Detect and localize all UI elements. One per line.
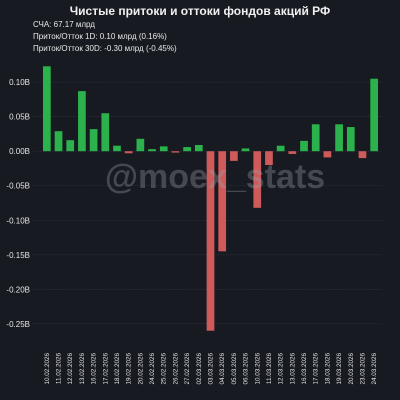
y-tick-label: 0.10B bbox=[9, 78, 30, 87]
bar bbox=[101, 113, 110, 152]
bar bbox=[358, 151, 367, 159]
bar bbox=[159, 146, 168, 152]
bar bbox=[148, 149, 156, 152]
x-tick-label: 13.02.2026 bbox=[79, 353, 86, 385]
y-axis-ticks: 0.10B 0.05B 0.00B -0.05B -0.10B -0.15B -0.20B -… bbox=[6, 78, 30, 329]
x-tick-label: 12.02.2026 bbox=[67, 353, 74, 385]
x-tick-label: 24.03.2026 bbox=[371, 353, 378, 385]
chart-title: Чистые притоки и оттоки фондов акций РФ bbox=[69, 4, 331, 18]
x-tick-label: 18.02.2026 bbox=[114, 353, 121, 385]
bar bbox=[113, 145, 121, 152]
x-tick-label: 26.02.2026 bbox=[172, 353, 179, 385]
bar bbox=[218, 151, 227, 252]
bar bbox=[276, 145, 285, 152]
x-axis-ticks: 10.02.2026 11.02.2026 12.02.2026 13.02.2026… bbox=[44, 353, 378, 385]
bar bbox=[241, 148, 250, 152]
bar bbox=[370, 78, 379, 152]
x-tick-label: 12.03.2026 bbox=[278, 353, 285, 385]
flow-30d-text: Приток/Отток 30D: -0.30 млрд (-0.45%) bbox=[33, 44, 177, 53]
flow-1d-text: Приток/Отток 1D: 0.10 млрд (0.16%) bbox=[33, 32, 167, 41]
x-tick-label: 04.03.2026 bbox=[219, 353, 226, 385]
x-tick-label: 25.02.2026 bbox=[161, 353, 168, 385]
x-tick-label: 10.03.2026 bbox=[254, 353, 261, 385]
x-tick-label: 19.02.2026 bbox=[126, 353, 133, 385]
x-tick-label: 19.03.2026 bbox=[336, 353, 343, 385]
bar bbox=[194, 145, 203, 152]
bar bbox=[253, 151, 262, 208]
bar bbox=[66, 140, 75, 152]
x-tick-label: 27.02.2026 bbox=[184, 353, 191, 385]
bar bbox=[288, 151, 297, 154]
bar bbox=[89, 129, 98, 152]
bar bbox=[42, 66, 51, 152]
y-tick-label: 0.05B bbox=[9, 113, 30, 122]
bar bbox=[136, 138, 145, 152]
x-tick-label: 10.02.2026 bbox=[44, 353, 51, 385]
y-tick-label: -0.20B bbox=[6, 285, 30, 294]
x-tick-label: 17.03.2026 bbox=[313, 353, 320, 385]
x-tick-label: 03.03.2026 bbox=[208, 353, 215, 385]
y-tick-label: -0.05B bbox=[6, 182, 30, 191]
nav-value-text: СЧА: 67.17 млрд bbox=[33, 20, 95, 29]
bar bbox=[171, 151, 180, 153]
bars bbox=[42, 66, 379, 331]
y-tick-label: -0.25B bbox=[6, 320, 30, 329]
bar bbox=[230, 151, 238, 161]
bar bbox=[335, 124, 343, 152]
x-tick-label: 11.02.2026 bbox=[56, 353, 63, 385]
y-tick-label: -0.10B bbox=[6, 216, 30, 225]
x-tick-label: 17.02.2026 bbox=[102, 353, 109, 385]
x-tick-label: 11.03.2026 bbox=[266, 353, 273, 385]
x-tick-label: 13.03.2026 bbox=[289, 353, 296, 385]
bar bbox=[78, 91, 86, 152]
x-tick-label: 20.02.2026 bbox=[137, 353, 144, 385]
bar bbox=[300, 140, 308, 152]
x-tick-label: 02.03.2026 bbox=[196, 353, 203, 385]
x-tick-label: 18.03.2026 bbox=[324, 353, 331, 385]
x-tick-label: 20.03.2026 bbox=[348, 353, 355, 385]
x-tick-label: 23.03.2026 bbox=[359, 353, 366, 385]
y-tick-label: 0.00B bbox=[9, 147, 30, 156]
watermark-text: @moex_stats bbox=[105, 158, 325, 196]
bar bbox=[54, 131, 63, 152]
y-tick-label: -0.15B bbox=[6, 251, 30, 260]
bar bbox=[265, 151, 273, 166]
x-tick-label: 24.02.2026 bbox=[149, 353, 156, 385]
x-tick-label: 16.03.2026 bbox=[301, 353, 308, 385]
x-tick-label: 05.03.2026 bbox=[231, 353, 238, 385]
x-tick-label: 16.02.2026 bbox=[91, 353, 98, 385]
x-tick-label: 06.03.2026 bbox=[243, 353, 250, 385]
bar bbox=[311, 124, 320, 152]
bar bbox=[346, 127, 355, 152]
bar bbox=[124, 151, 133, 154]
bar bbox=[323, 151, 332, 158]
bar bbox=[206, 151, 215, 331]
bar bbox=[183, 147, 191, 152]
